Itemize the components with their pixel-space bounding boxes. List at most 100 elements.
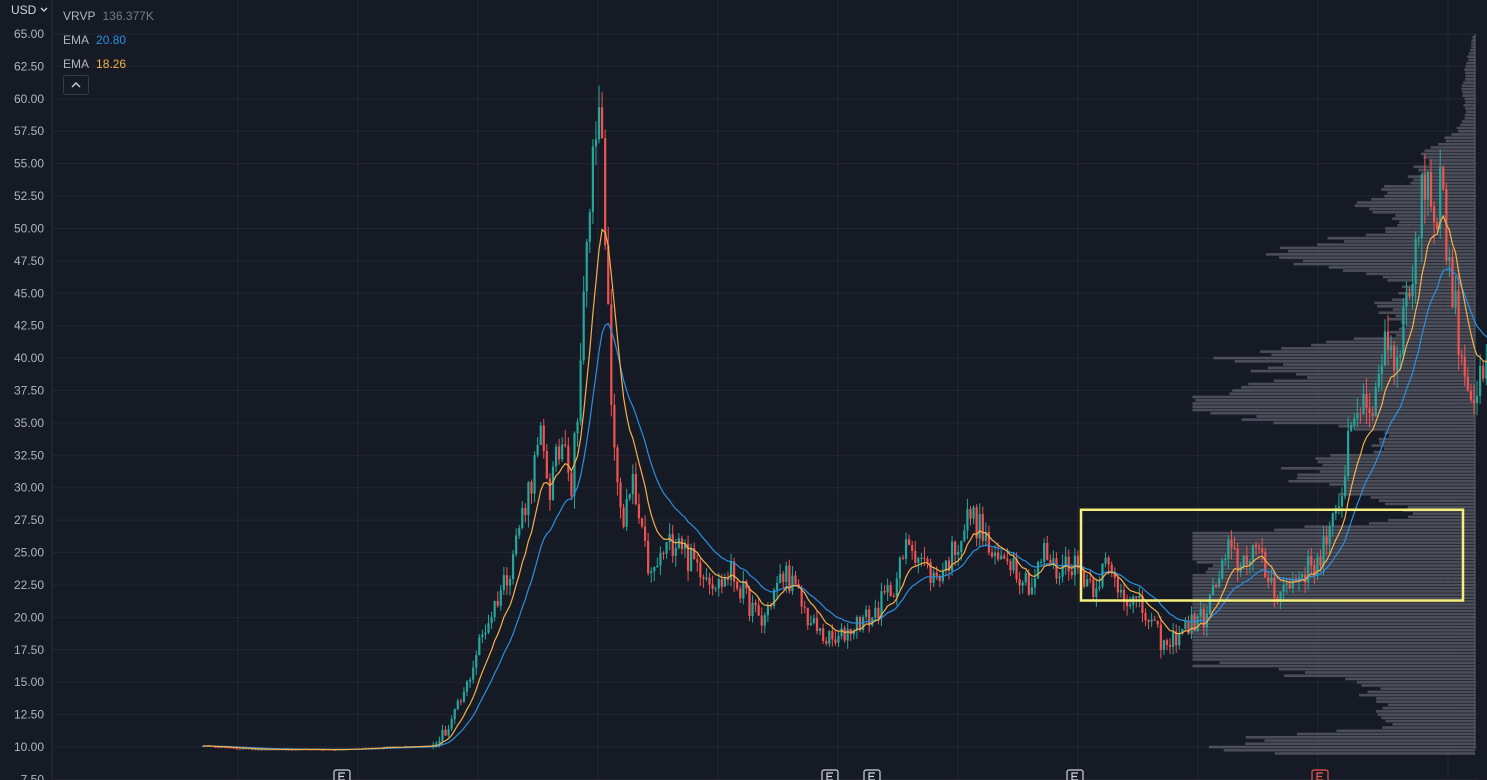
earnings-E-icon[interactable] (1066, 769, 1084, 780)
volume-profile-bar (1407, 175, 1475, 178)
candle-body (1393, 345, 1396, 371)
candle-body (656, 565, 659, 568)
legend-collapse-button[interactable] (63, 75, 89, 95)
candle-body (229, 747, 232, 749)
volume-profile-bar (1418, 168, 1475, 172)
candle-body (981, 514, 984, 541)
legend-vrvp[interactable]: VRVP 136.377K (63, 4, 154, 28)
candle-body (1208, 595, 1212, 614)
y-tick-label: 22.50 (14, 578, 44, 592)
volume-profile-bar (1428, 159, 1475, 162)
volume-profile-bar (1284, 674, 1475, 677)
candle-body (1015, 558, 1018, 580)
candle-body (435, 743, 438, 745)
candle-body (1049, 559, 1052, 565)
volume-profile-bar (1395, 334, 1475, 337)
candle-body (493, 600, 496, 618)
earnings-E-icon[interactable] (333, 769, 351, 780)
volume-profile-bar (1444, 136, 1475, 140)
volume-profile-bar (1384, 431, 1475, 434)
candle-body (220, 747, 223, 749)
candle-body (502, 575, 505, 591)
earnings-E-icon[interactable] (863, 769, 881, 780)
volume-profile-bar (1319, 470, 1475, 473)
candle-body (665, 542, 668, 554)
candle-body (705, 577, 708, 580)
earnings-E-icon[interactable] (1311, 769, 1329, 780)
candle-body (260, 749, 263, 751)
earnings-E-icon[interactable] (821, 769, 839, 780)
candle-body (769, 605, 773, 607)
volume-profile-bar (1192, 593, 1475, 596)
candle-body (1024, 573, 1027, 583)
candles (201, 85, 1487, 751)
volume-profile-bar (1327, 236, 1475, 240)
candle-body (251, 749, 254, 751)
y-tick-label: 47.50 (14, 254, 44, 268)
candle-body (1353, 418, 1356, 426)
legend-ema-2-name: EMA (63, 57, 90, 71)
candle-body (533, 455, 536, 494)
candle-body (613, 404, 616, 448)
volume-profile-bar (1192, 616, 1475, 619)
candle-body (671, 534, 674, 556)
legend-ema-1[interactable]: EMA 20.80 (63, 28, 154, 52)
candle-body (475, 655, 478, 668)
candle-body (834, 639, 837, 643)
volume-profile-bar (1456, 126, 1475, 130)
candle-body (1248, 561, 1251, 566)
candle-body (447, 728, 450, 736)
volume-profile-bar (1279, 246, 1475, 250)
candle-body (588, 212, 591, 242)
indicator-legend: VRVP 136.377K EMA 20.80 EMA 18.26 (63, 4, 154, 76)
candle-body (1193, 614, 1196, 632)
candle-body (975, 507, 978, 539)
volume-profile-bar (1380, 687, 1475, 690)
volume-profile-bar (1288, 249, 1475, 253)
legend-vrvp-value: 136.377K (102, 9, 154, 23)
candle-body (254, 749, 257, 751)
candle-body (1328, 526, 1331, 545)
volume-profile-bar (1408, 515, 1475, 519)
volume-profile-bar (1328, 266, 1475, 269)
currency-label: USD (11, 3, 37, 17)
candle-body (1365, 393, 1368, 409)
volume-profile-bar (1241, 418, 1475, 421)
volume-profile-bar (1212, 564, 1475, 567)
volume-profile-bar (1382, 706, 1475, 710)
candle-body (653, 567, 656, 572)
volume-profile-bar (1445, 139, 1475, 143)
volume-profile-bar (1460, 123, 1475, 127)
currency-dropdown[interactable]: USD (0, 0, 52, 20)
volume-profile-bar (1383, 447, 1475, 451)
candle-body (1089, 579, 1092, 581)
volume-profile-bar (1296, 372, 1475, 376)
volume-profile-bar (1232, 389, 1475, 392)
candle-body (456, 700, 459, 709)
candle-body (699, 562, 702, 578)
candle-body (1052, 558, 1055, 565)
legend-ema-2[interactable]: EMA 18.26 (63, 52, 154, 76)
candle-body (659, 552, 662, 566)
y-tick-label: 60.00 (14, 92, 44, 106)
candle-body (972, 507, 975, 519)
candle-body (1156, 620, 1159, 625)
candle-body (791, 575, 794, 592)
volume-profile-bar (1398, 291, 1475, 295)
candle-body (1454, 291, 1457, 308)
candle-body (1101, 563, 1104, 587)
volume-profile-bar (1464, 113, 1475, 117)
candle-body (984, 532, 987, 541)
volume-profile-bar (1266, 253, 1475, 256)
candle-body (892, 596, 895, 598)
volume-profile-bar (1378, 499, 1475, 502)
candle-body (693, 548, 696, 560)
candle-body (1294, 578, 1298, 583)
volume-profile-bar (1377, 713, 1475, 716)
volume-profile-bar (1297, 473, 1475, 477)
candle-body (263, 749, 266, 751)
candle-body (1070, 571, 1073, 576)
candle-body (932, 572, 935, 583)
volume-profile-bar (1311, 343, 1475, 347)
